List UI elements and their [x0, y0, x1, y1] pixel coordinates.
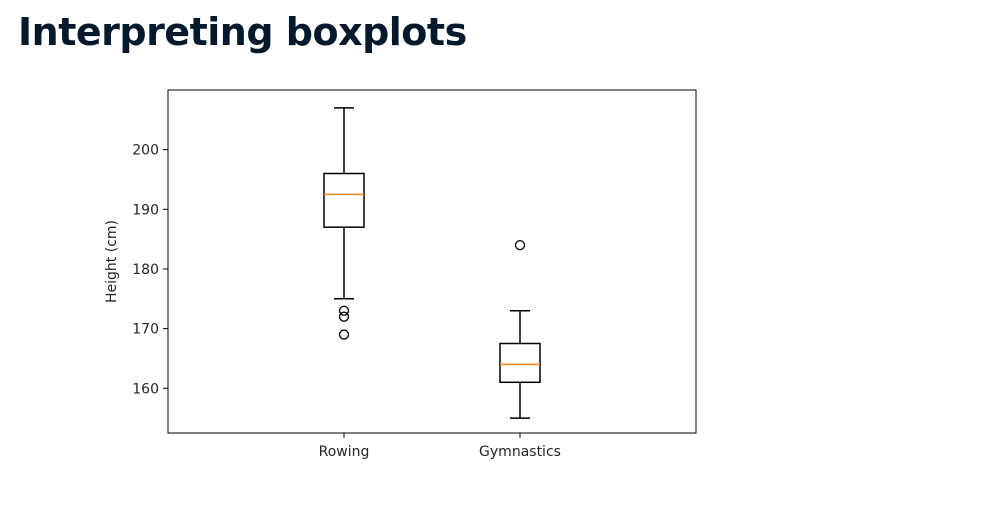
outlier-point	[338, 329, 350, 340]
box-rowing	[323, 107, 365, 340]
y-axis: 160 170 180 190 200	[132, 143, 168, 397]
outlier-point	[514, 239, 526, 251]
x-axis: Rowing Gymnastics	[319, 433, 561, 460]
boxes-group	[323, 107, 541, 419]
y-tick-label: 170	[132, 322, 159, 338]
y-tick-label: 200	[132, 143, 159, 159]
x-tick-label: Gymnastics	[479, 444, 561, 460]
y-tick-label: 160	[132, 381, 159, 397]
outlier-point	[338, 311, 350, 322]
slide-title: Interpreting boxplots	[18, 10, 467, 54]
iqr-box	[323, 172, 365, 228]
y-axis-label: Height (cm)	[104, 220, 120, 303]
box-gymnastics	[499, 239, 541, 419]
y-tick-label: 180	[132, 262, 159, 278]
plot-frame	[167, 89, 697, 434]
outlier-point	[338, 305, 350, 316]
iqr-box	[499, 342, 541, 384]
y-tick-label: 190	[132, 202, 159, 218]
x-tick-label: Rowing	[319, 444, 370, 460]
